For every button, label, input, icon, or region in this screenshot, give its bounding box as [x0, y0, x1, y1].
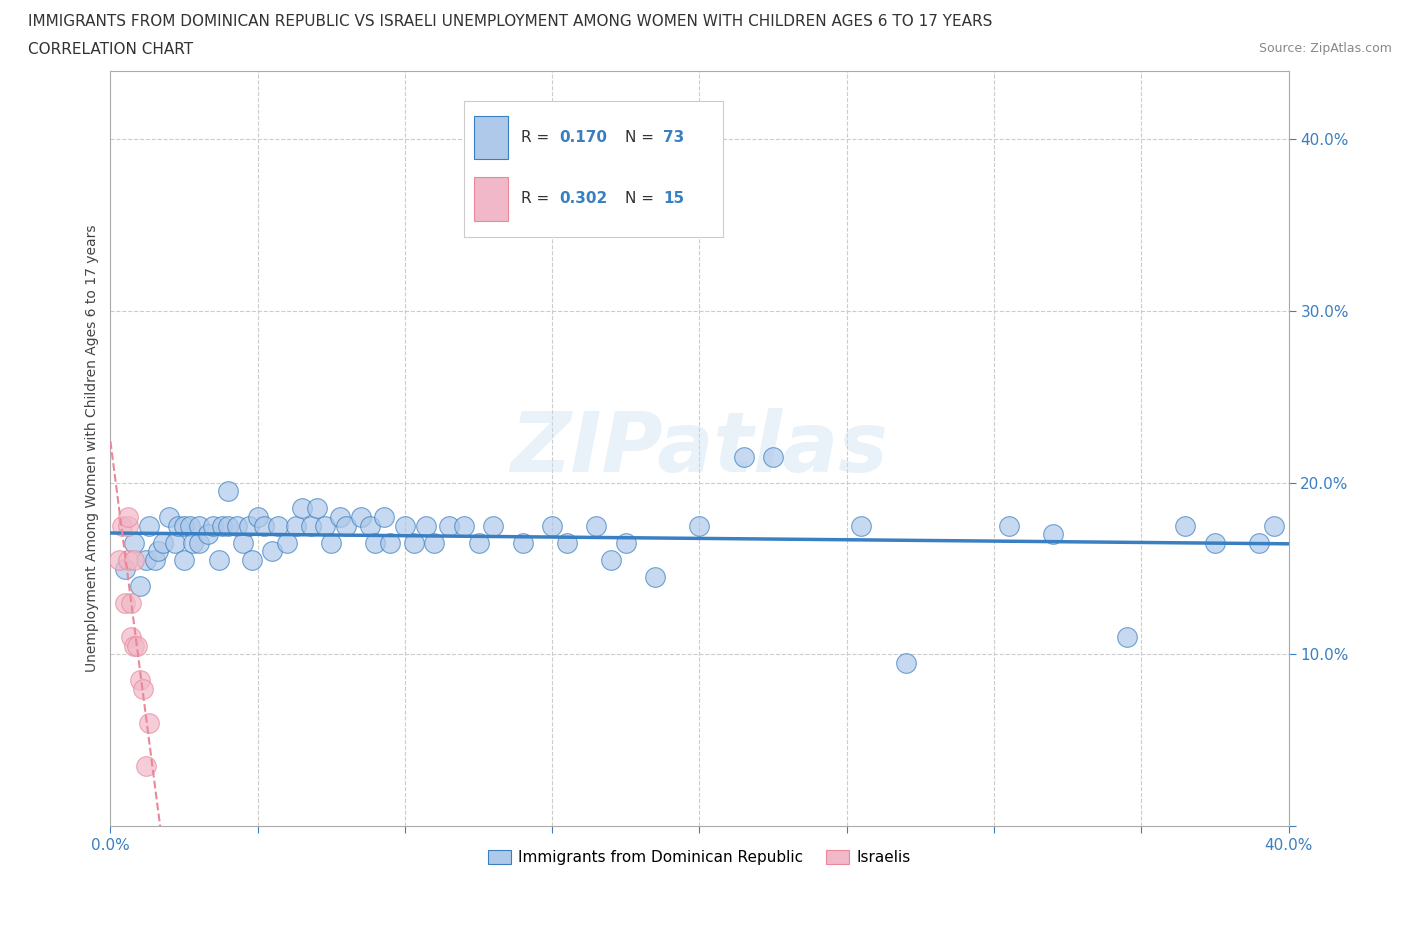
Point: [122, 536, 145, 551]
Point: [122, 552, 145, 567]
Text: CORRELATION CHART: CORRELATION CHART: [28, 42, 193, 57]
Point: [541, 518, 564, 533]
Point: [1042, 526, 1064, 541]
Point: [238, 518, 260, 533]
Point: [267, 518, 290, 533]
Text: Source: ZipAtlas.com: Source: ZipAtlas.com: [1258, 42, 1392, 55]
Point: [146, 544, 169, 559]
Point: [152, 536, 174, 551]
Point: [165, 536, 187, 551]
Point: [585, 518, 607, 533]
Point: [733, 449, 755, 464]
Point: [335, 518, 357, 533]
Point: [202, 518, 225, 533]
Point: [321, 536, 343, 551]
Point: [314, 518, 336, 533]
Point: [114, 561, 136, 576]
Y-axis label: Unemployment Among Women with Children Ages 6 to 17 years: Unemployment Among Women with Children A…: [86, 225, 100, 672]
Point: [482, 518, 505, 533]
Point: [1115, 630, 1137, 644]
Point: [394, 518, 416, 533]
Point: [187, 518, 209, 533]
Point: [380, 536, 402, 551]
Point: [217, 484, 239, 498]
Point: [179, 518, 201, 533]
Point: [762, 449, 785, 464]
Point: [644, 570, 666, 585]
Point: [217, 518, 239, 533]
Point: [305, 501, 328, 516]
Point: [555, 536, 578, 551]
Point: [132, 682, 155, 697]
Point: [329, 510, 352, 525]
Point: [512, 536, 534, 551]
Point: [181, 536, 204, 551]
Point: [117, 518, 139, 533]
Text: ZIPatlas: ZIPatlas: [510, 408, 889, 489]
Point: [128, 672, 150, 687]
Point: [187, 536, 209, 551]
Point: [211, 518, 233, 533]
Point: [614, 536, 637, 551]
Point: [240, 552, 263, 567]
Point: [851, 518, 873, 533]
Point: [120, 595, 142, 610]
Point: [232, 536, 254, 551]
Point: [173, 518, 195, 533]
Point: [226, 518, 249, 533]
Point: [125, 638, 148, 653]
Point: [284, 518, 307, 533]
Point: [373, 510, 395, 525]
Point: [128, 578, 150, 593]
Point: [138, 518, 160, 533]
Point: [117, 510, 139, 525]
Point: [143, 552, 166, 567]
Point: [246, 510, 269, 525]
Legend: Immigrants from Dominican Republic, Israelis: Immigrants from Dominican Republic, Isra…: [482, 844, 917, 871]
Point: [167, 518, 190, 533]
Point: [135, 552, 157, 567]
Point: [173, 552, 195, 567]
Point: [108, 552, 131, 567]
Point: [453, 518, 475, 533]
Point: [1263, 518, 1285, 533]
Point: [364, 536, 387, 551]
Point: [122, 638, 145, 653]
Point: [1247, 536, 1270, 551]
Point: [120, 630, 142, 644]
Point: [299, 518, 322, 533]
Point: [1174, 518, 1197, 533]
Point: [997, 518, 1019, 533]
Point: [688, 518, 710, 533]
Point: [138, 715, 160, 730]
Point: [894, 656, 917, 671]
Point: [111, 518, 134, 533]
Point: [1204, 536, 1226, 551]
Point: [197, 526, 219, 541]
Point: [350, 510, 373, 525]
Point: [467, 536, 489, 551]
Point: [415, 518, 437, 533]
Point: [423, 536, 446, 551]
Point: [157, 510, 180, 525]
Point: [208, 552, 231, 567]
Point: [135, 759, 157, 774]
Point: [291, 501, 314, 516]
Point: [114, 595, 136, 610]
Point: [117, 552, 139, 567]
Point: [359, 518, 381, 533]
Point: [262, 544, 284, 559]
Point: [276, 536, 298, 551]
Text: IMMIGRANTS FROM DOMINICAN REPUBLIC VS ISRAELI UNEMPLOYMENT AMONG WOMEN WITH CHIL: IMMIGRANTS FROM DOMINICAN REPUBLIC VS IS…: [28, 14, 993, 29]
Point: [402, 536, 425, 551]
Point: [437, 518, 460, 533]
Point: [600, 552, 623, 567]
Point: [252, 518, 274, 533]
